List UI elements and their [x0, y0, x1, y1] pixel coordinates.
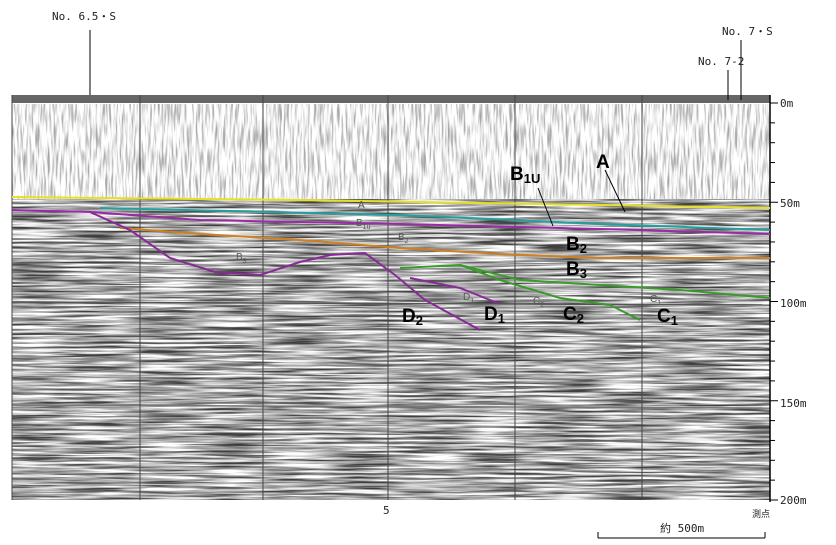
horizon-label: D1: [484, 304, 505, 326]
horizon-label: A: [596, 152, 610, 173]
station: 5: [383, 504, 390, 517]
horizon-label: C2: [563, 304, 584, 326]
depth-label: 200m: [780, 494, 807, 507]
horizons: [11, 196, 771, 331]
horizon-label: B1U: [510, 164, 540, 186]
multiple: [11, 404, 771, 409]
depth-label: 50m: [780, 197, 800, 210]
horizon-label: B3: [236, 252, 247, 265]
sediment: [12, 199, 770, 500]
survey-line: No. 6.5・S: [52, 10, 116, 23]
horizon-label: B2: [398, 232, 409, 245]
leaders: [89, 30, 766, 539]
horizon-label: D2: [402, 306, 423, 328]
depth-ticks: [770, 102, 778, 501]
horizon-label: D1: [463, 292, 474, 305]
horizon-label: C1: [650, 294, 661, 307]
horizon-label: B3: [566, 259, 587, 281]
depth-label: 150m: [780, 397, 807, 410]
horizon-label: C1: [657, 306, 678, 328]
depth-label: 100m: [780, 297, 807, 310]
surface-band: [12, 95, 770, 103]
survey-line: No. 7-2: [698, 55, 744, 68]
multiple: [11, 301, 771, 306]
station-label: 測点: [752, 508, 770, 520]
scale-label: 約 500m: [660, 521, 704, 535]
depth-label: 0m: [780, 97, 794, 110]
horizon-label: B2: [566, 234, 587, 256]
horizon-label: A: [358, 200, 365, 211]
survey-line: No. 7・S: [722, 25, 773, 38]
horizon-label: B1u: [356, 218, 371, 231]
water-column: [12, 104, 770, 199]
section-lines: [11, 95, 643, 500]
horizon-label: C2: [533, 296, 544, 309]
